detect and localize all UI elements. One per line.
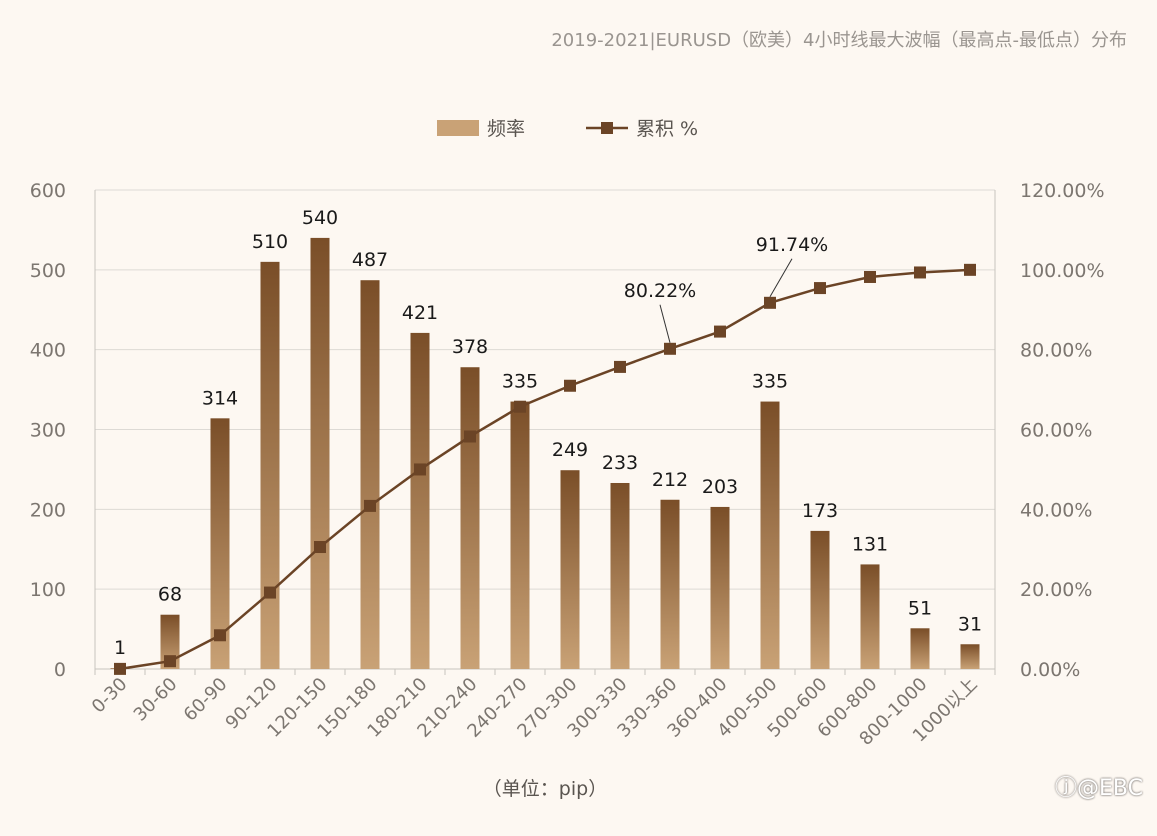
watermark: ⓙ@EBC bbox=[1055, 770, 1143, 802]
line-point-marker bbox=[114, 662, 126, 675]
left-tick-label: 100 bbox=[30, 579, 66, 601]
bar-value-label: 68 bbox=[158, 584, 182, 606]
watermark-text: @EBC bbox=[1077, 776, 1143, 801]
line-point-marker bbox=[664, 342, 676, 355]
line-point-marker bbox=[214, 629, 226, 642]
bar-value-label: 131 bbox=[852, 533, 888, 555]
line-point-marker bbox=[764, 296, 776, 309]
line-point-marker bbox=[314, 541, 326, 554]
line-layer bbox=[114, 263, 976, 675]
left-tick-label: 0 bbox=[54, 659, 66, 681]
bar-value-label: 1 bbox=[114, 637, 126, 659]
cumulative-line bbox=[119, 268, 971, 671]
bar bbox=[760, 401, 780, 669]
bar bbox=[910, 628, 930, 669]
line-annotation-label: 91.74% bbox=[756, 234, 828, 256]
bar-value-label: 51 bbox=[908, 597, 932, 619]
left-tick-label: 500 bbox=[30, 260, 66, 282]
bar-value-label: 314 bbox=[202, 387, 238, 409]
line-point-marker bbox=[614, 360, 626, 373]
line-point-marker bbox=[564, 379, 576, 392]
line-point-marker bbox=[914, 266, 926, 279]
bar-value-label: 378 bbox=[452, 336, 488, 358]
line-point-marker bbox=[714, 325, 726, 338]
line-point-marker bbox=[464, 430, 476, 443]
right-tick-label: 40.00% bbox=[1020, 499, 1092, 521]
chart-title: 2019-2021|EURUSD（欧美）4小时线最大波幅（最高点-最低点）分布 bbox=[551, 30, 1127, 51]
x-tick-label: 30-60 bbox=[130, 674, 182, 726]
right-tick-label: 60.00% bbox=[1020, 420, 1092, 442]
bar-value-label: 421 bbox=[402, 302, 438, 324]
legend-line-marker bbox=[601, 122, 613, 134]
bar-value-label: 203 bbox=[702, 476, 738, 498]
bar bbox=[310, 237, 330, 669]
bar bbox=[410, 332, 430, 669]
legend-bar-label: 频率 bbox=[487, 118, 525, 140]
bar-value-label: 540 bbox=[302, 207, 338, 229]
bar bbox=[860, 564, 880, 669]
label-layer: 1 68 314 510 540 487 421 378 335 249 233 212 203 335 1… bbox=[114, 207, 982, 659]
legend: 频率 累积 % bbox=[437, 118, 698, 140]
x-tick-label: 0-30 bbox=[88, 674, 132, 718]
legend-bar-swatch bbox=[437, 120, 479, 136]
right-tick-label: 80.00% bbox=[1020, 340, 1092, 362]
bar bbox=[610, 482, 630, 669]
bar-value-label: 335 bbox=[752, 371, 788, 393]
line-point-marker bbox=[414, 463, 426, 476]
bar-value-label: 31 bbox=[958, 613, 982, 635]
left-tick-label: 300 bbox=[30, 420, 66, 442]
right-tick-label: 100.00% bbox=[1020, 260, 1105, 282]
x-axis-title: （单位：pip） bbox=[483, 778, 607, 800]
bar bbox=[960, 644, 980, 669]
bar-value-label: 212 bbox=[652, 469, 688, 491]
bar-value-label: 233 bbox=[602, 452, 638, 474]
bar bbox=[710, 506, 730, 669]
bar bbox=[660, 499, 680, 669]
left-tick-label: 600 bbox=[30, 180, 66, 202]
bar-value-label: 173 bbox=[802, 500, 838, 522]
line-point-marker bbox=[864, 270, 876, 283]
line-point-marker bbox=[364, 499, 376, 512]
bar bbox=[510, 401, 530, 669]
line-point-marker bbox=[964, 263, 976, 276]
legend-line-label: 累积 % bbox=[636, 118, 698, 140]
bar bbox=[210, 418, 230, 669]
annotation-leader-line bbox=[659, 304, 671, 343]
line-point-marker bbox=[514, 400, 526, 413]
bar bbox=[460, 367, 480, 669]
bar bbox=[260, 261, 280, 669]
watermark-logo-icon: ⓙ bbox=[1055, 776, 1078, 801]
left-tick-label: 200 bbox=[30, 499, 66, 521]
bar-value-label: 487 bbox=[352, 249, 388, 271]
bar-value-label: 335 bbox=[502, 371, 538, 393]
bar-value-label: 510 bbox=[252, 231, 288, 253]
line-annotation-label: 80.22% bbox=[624, 280, 696, 302]
line-point-marker bbox=[164, 655, 176, 668]
bar bbox=[360, 280, 380, 669]
annotation-leader-line bbox=[769, 258, 793, 298]
bar-value-label: 249 bbox=[552, 439, 588, 461]
left-tick-label: 400 bbox=[30, 340, 66, 362]
right-tick-label: 20.00% bbox=[1020, 579, 1092, 601]
line-point-marker bbox=[264, 586, 276, 599]
right-tick-label: 120.00% bbox=[1020, 180, 1105, 202]
right-tick-label: 0.00% bbox=[1020, 659, 1080, 681]
line-point-marker bbox=[814, 282, 826, 295]
bar bbox=[810, 530, 830, 669]
grid-layer bbox=[95, 189, 995, 670]
bar bbox=[560, 470, 580, 669]
bar-layer bbox=[110, 237, 980, 669]
